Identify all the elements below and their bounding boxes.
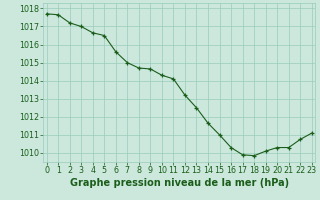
X-axis label: Graphe pression niveau de la mer (hPa): Graphe pression niveau de la mer (hPa) bbox=[70, 178, 289, 188]
